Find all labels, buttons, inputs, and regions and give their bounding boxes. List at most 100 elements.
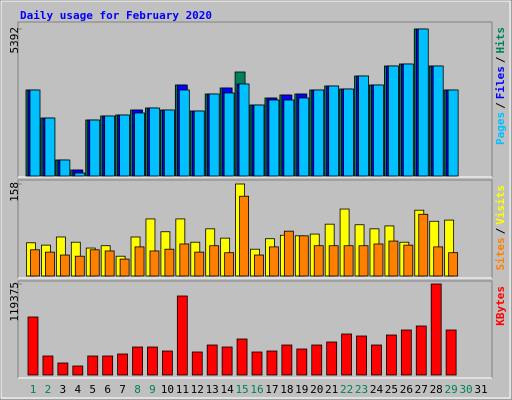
x-tick-label: 8 <box>134 383 141 396</box>
bar <box>328 245 339 277</box>
bar <box>373 243 384 277</box>
x-tick-label: 2 <box>45 383 52 396</box>
bar <box>132 346 143 376</box>
x-tick-label: 20 <box>310 383 323 396</box>
bar <box>283 99 295 177</box>
x-tick-label: 27 <box>415 383 428 396</box>
x-tick-label: 24 <box>370 383 384 396</box>
x-tick-label: 29 <box>445 383 458 396</box>
legend-separator: / <box>494 102 507 109</box>
x-tick-label: 10 <box>161 383 174 396</box>
bar <box>89 249 100 277</box>
x-tick-label: 11 <box>176 383 189 396</box>
bar <box>208 93 220 177</box>
bar <box>221 346 233 376</box>
bar <box>104 250 115 277</box>
bar <box>296 348 308 376</box>
bar <box>134 246 145 277</box>
bar <box>400 329 412 376</box>
legend-entry: Pages <box>494 112 507 145</box>
bar <box>74 255 85 277</box>
bar <box>298 235 309 277</box>
x-tick-label: 3 <box>60 383 67 396</box>
bar <box>447 89 459 177</box>
bar <box>326 341 338 376</box>
bar <box>430 283 442 376</box>
bar <box>253 104 265 177</box>
x-tick-label: 5 <box>89 383 96 396</box>
bar <box>59 159 71 177</box>
bar <box>358 245 369 277</box>
bar <box>179 243 190 277</box>
bar <box>387 65 399 177</box>
bar <box>313 89 325 177</box>
legend-entry: KBytes <box>494 286 507 326</box>
x-tick-label: 21 <box>325 383 338 396</box>
bar <box>328 85 340 177</box>
bar <box>59 254 70 277</box>
bar <box>29 89 41 177</box>
x-tick-label: 6 <box>104 383 111 396</box>
bar <box>343 245 354 277</box>
bar <box>102 355 114 376</box>
bar <box>415 325 427 376</box>
bar <box>311 344 323 376</box>
x-tick-label: 30 <box>459 383 472 396</box>
bar <box>283 230 294 277</box>
bar <box>224 252 235 277</box>
x-tick-label: 13 <box>206 383 219 396</box>
bar <box>149 250 160 277</box>
x-tick-label: 23 <box>355 383 368 396</box>
x-tick-label: 31 <box>474 383 487 396</box>
bar <box>432 65 444 177</box>
bar <box>281 344 293 376</box>
bar <box>147 346 158 376</box>
bar <box>371 344 382 376</box>
bar <box>104 115 116 177</box>
bar <box>42 355 54 376</box>
x-tick-label: 14 <box>221 383 235 396</box>
bar <box>313 245 324 277</box>
bar <box>72 365 84 376</box>
legend: KBytes <box>494 286 507 326</box>
x-tick-label: 16 <box>250 383 263 396</box>
legend-separator: / <box>494 227 507 234</box>
bar <box>358 75 369 177</box>
x-tick-label: 15 <box>235 383 248 396</box>
legend-entry: Visits <box>494 185 507 225</box>
bar <box>418 213 429 277</box>
bar <box>269 246 279 277</box>
bar <box>403 244 414 277</box>
bar <box>223 92 235 177</box>
bar <box>417 28 429 177</box>
legend: Pages / Files / Hits <box>494 27 507 145</box>
legend-entry: Sites <box>494 237 507 270</box>
chart-title: Daily usage for February 2020 <box>20 9 212 22</box>
bar <box>341 333 353 376</box>
bar <box>356 335 367 376</box>
bar <box>298 97 310 177</box>
bar <box>266 350 278 376</box>
y-tick-label: 158 <box>8 182 21 202</box>
bar <box>385 334 397 376</box>
bar <box>119 258 130 277</box>
bar <box>74 172 86 177</box>
bar <box>134 112 145 177</box>
bar <box>44 117 56 177</box>
bar <box>206 344 218 376</box>
x-tick-label: 18 <box>280 383 293 396</box>
y-tick-label: 5392 <box>8 27 21 54</box>
bar <box>388 240 399 277</box>
bar <box>238 83 250 177</box>
legend-separator: / <box>494 56 507 63</box>
bar <box>45 251 55 277</box>
bar <box>57 362 69 376</box>
bar <box>176 295 188 376</box>
bar <box>119 114 130 177</box>
bar <box>89 119 101 177</box>
bar <box>433 246 444 277</box>
bar <box>87 355 99 376</box>
x-tick-label: 25 <box>385 383 398 396</box>
bar <box>343 88 355 177</box>
